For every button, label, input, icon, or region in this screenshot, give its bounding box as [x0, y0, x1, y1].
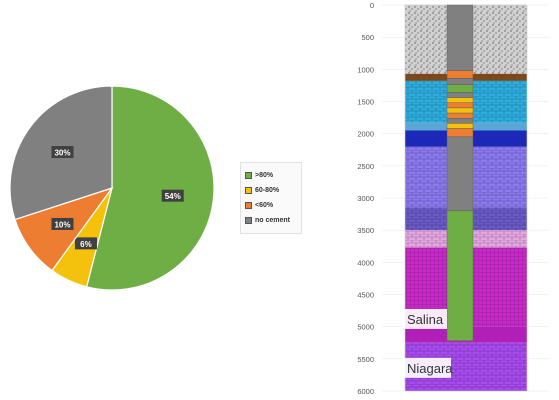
depth-tick-3500: 3500: [357, 226, 374, 235]
depth-tick-1500: 1500: [357, 98, 374, 107]
depth-tick-4000: 4000: [357, 258, 374, 267]
pie-slice-0: [85, 85, 215, 291]
casing-segment-2: [446, 78, 474, 85]
formation-label-0: Salina: [407, 312, 444, 327]
casing-segment-13: [446, 210, 474, 342]
legend-swatch-1: [245, 186, 252, 194]
pie-chart: 54% 6% 10% 30%: [9, 85, 215, 291]
legend-item-1: 60-80%: [245, 184, 279, 196]
casing-segment-1: [446, 70, 474, 79]
depth-tick-1000: 1000: [357, 65, 374, 74]
pie-legend: >80% 60-80% <60% no cement: [240, 162, 302, 234]
casing-segment-0: [446, 4, 474, 71]
legend-item-2: <60%: [245, 199, 273, 211]
pie-label-bg-3: [51, 146, 74, 159]
depth-tick-0: 0: [370, 1, 374, 10]
casing-segment-4: [446, 92, 474, 98]
well-depth-chart: 0 500 1000 1500 2000 2500 3000 3500 4000 4500 5000…: [357, 1, 549, 396]
formation-label-bg-0: [403, 308, 447, 329]
casing-segment-12: [446, 136, 474, 212]
legend-label-2: <60%: [255, 201, 274, 209]
legend-swatch-3: [245, 216, 252, 224]
casing-segment-7: [446, 107, 474, 114]
pie-label-0: 54%: [165, 192, 181, 201]
depth-tick-6000: 6000: [357, 387, 374, 396]
pie-label-3: 30%: [54, 149, 70, 158]
pie-label-2: 10%: [54, 220, 70, 229]
casing-segment-8: [446, 112, 474, 119]
pie-label-bg-0: [161, 189, 184, 202]
casing-segment-11: [446, 128, 474, 138]
legend-label-1: 60-80%: [255, 186, 280, 194]
legend-swatch-0: [245, 171, 252, 179]
pie-label-1: 6%: [80, 240, 92, 249]
depth-tick-2000: 2000: [357, 130, 374, 139]
casing-segment-6: [446, 102, 474, 109]
legend-label-3: no cement: [255, 216, 291, 224]
depth-tick-500: 500: [361, 33, 374, 42]
pie-label-bg-2: [51, 217, 74, 230]
legend-label-0: >80%: [255, 171, 274, 179]
formation-label-1: Niagara: [407, 361, 453, 376]
formation-label-bg-1: [403, 357, 451, 378]
depth-tick-5000: 5000: [357, 323, 374, 332]
depth-tick-5500: 5500: [357, 355, 374, 364]
depth-tick-3000: 3000: [357, 194, 374, 203]
casing-segment-3: [446, 84, 474, 93]
legend-swatch-2: [245, 201, 252, 209]
legend-item-0: >80%: [245, 169, 273, 181]
casing-segment-10: [446, 123, 474, 129]
depth-tick-2500: 2500: [357, 162, 374, 171]
casing-segment-9: [446, 118, 474, 124]
depth-tick-4500: 4500: [357, 291, 374, 300]
legend-item-3: no cement: [245, 214, 290, 226]
pie-label-bg-1: [74, 237, 97, 250]
casing-segment-5: [446, 97, 474, 103]
